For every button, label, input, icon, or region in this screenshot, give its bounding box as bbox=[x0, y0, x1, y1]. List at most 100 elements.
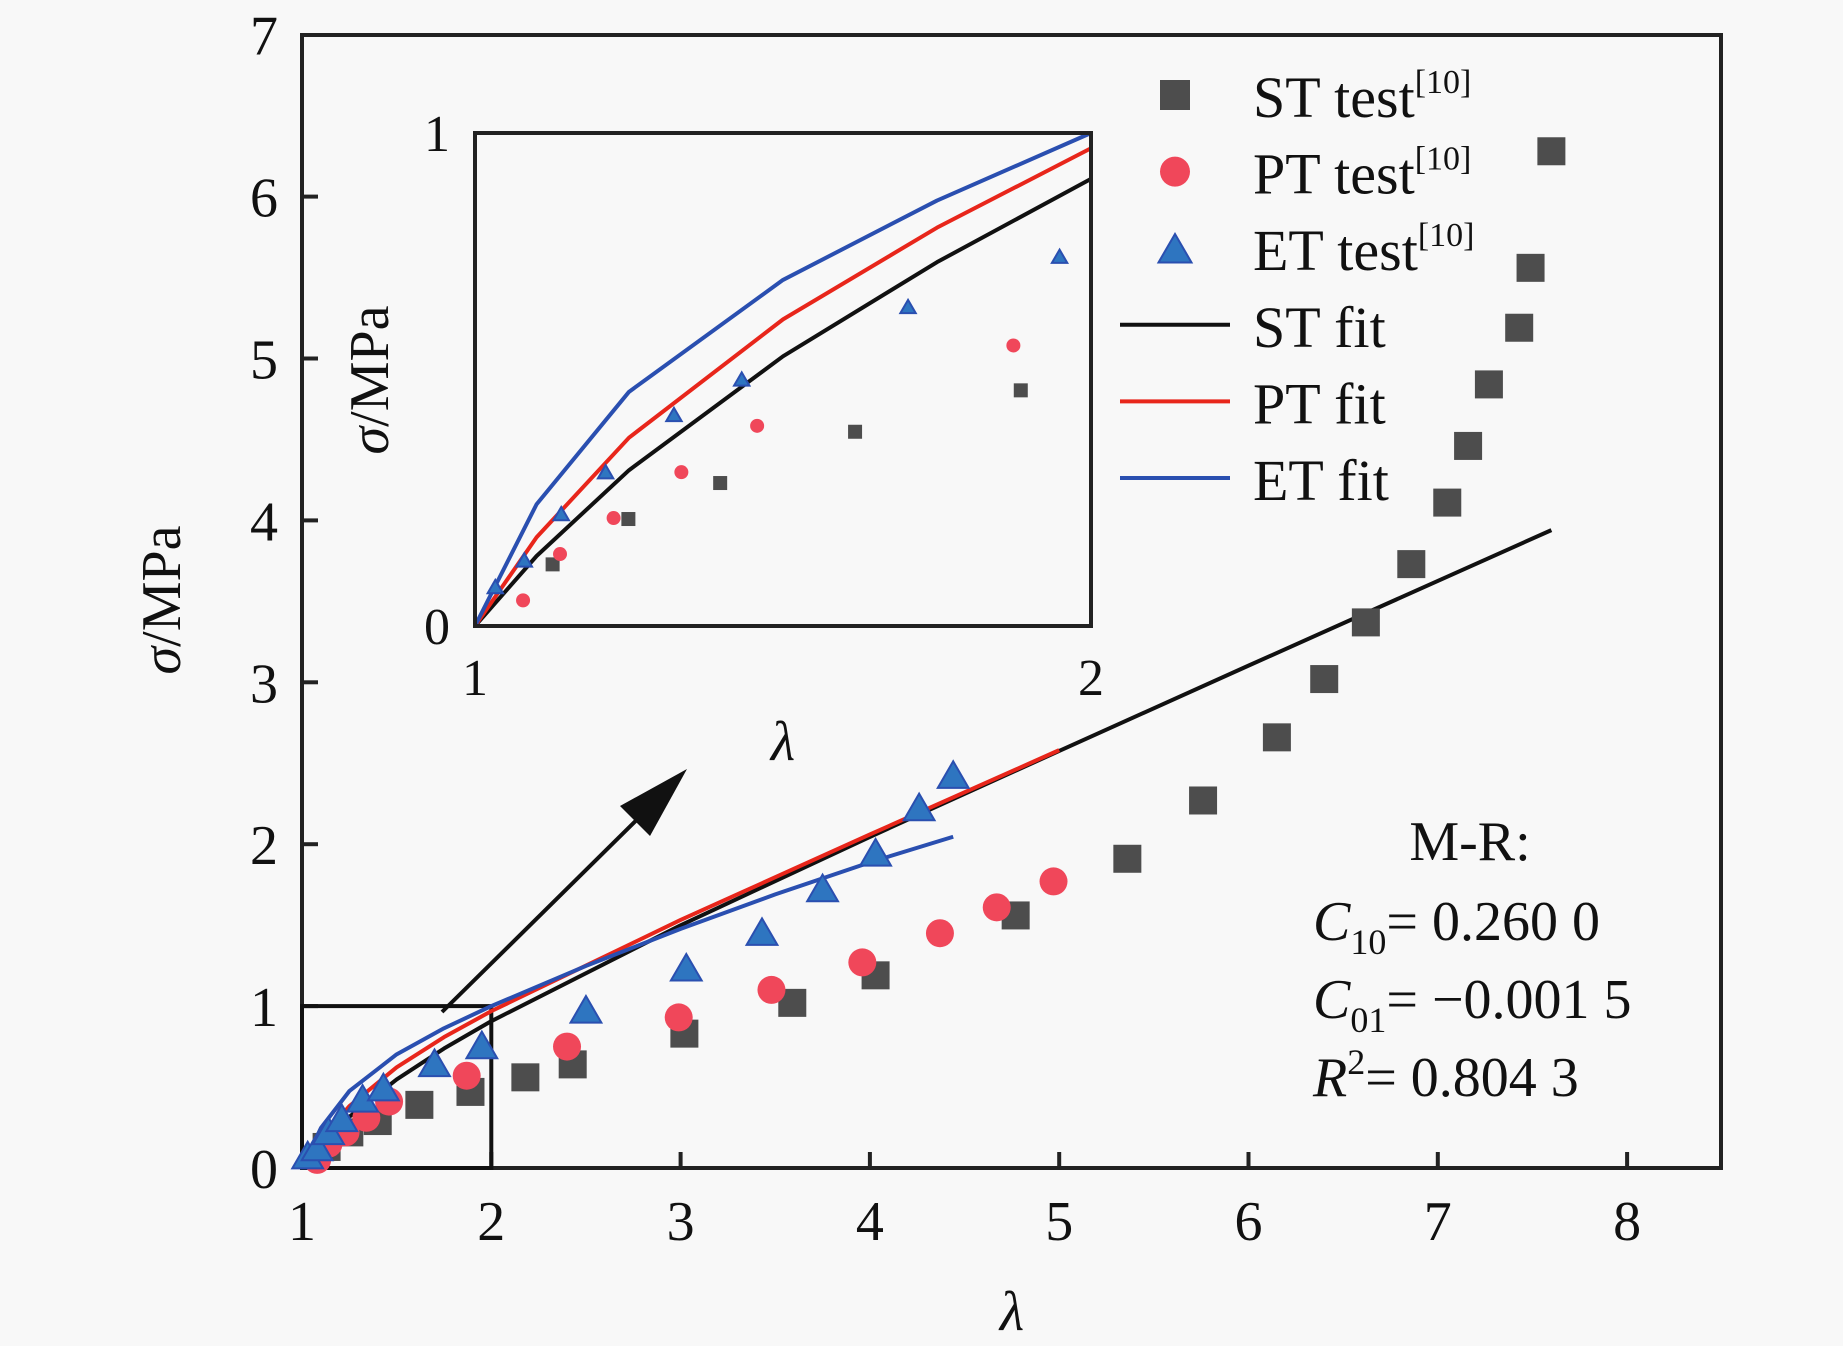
inset-fit-lines bbox=[473, 131, 1092, 628]
legend-item-pt-fit: PT fit bbox=[1120, 371, 1386, 436]
legend-et-test-label: ET test[10] bbox=[1253, 217, 1475, 283]
st-test-point bbox=[1454, 431, 1483, 460]
y-tick-label: 0 bbox=[250, 1139, 278, 1201]
pt-test-point bbox=[553, 1032, 582, 1061]
st-test-point bbox=[1310, 665, 1339, 694]
annotation-symbol: R bbox=[1312, 1047, 1347, 1109]
zoom-region-rect bbox=[300, 1004, 494, 1170]
annotation-model-name: M-R: bbox=[1409, 811, 1530, 873]
legend-item-pt-test: PT test[10] bbox=[1160, 141, 1471, 207]
legend-pt-fit-label: PT fit bbox=[1253, 371, 1386, 436]
legend-pt-test-marker bbox=[1160, 156, 1190, 187]
x-axis-label: λ bbox=[998, 1281, 1024, 1343]
zoom-region-box bbox=[300, 1004, 494, 1170]
inset-et-test-point bbox=[664, 405, 684, 423]
legend-et-test-marker bbox=[1156, 231, 1194, 264]
inset-et-test-point bbox=[596, 463, 616, 480]
zoom-arrow-head bbox=[620, 769, 687, 836]
et-test-point bbox=[901, 791, 937, 822]
inset-st-test-point bbox=[848, 424, 863, 439]
zoom-arrow-shaft bbox=[440, 790, 667, 1014]
inset-background bbox=[475, 133, 1091, 626]
inset-et-test-point bbox=[732, 370, 752, 387]
inset-x-axis-label: λ bbox=[769, 711, 795, 773]
legend-pt-test-label: PT test[10] bbox=[1253, 141, 1471, 207]
inset-et-test-point bbox=[898, 297, 918, 315]
pt-test-point bbox=[757, 975, 786, 1004]
inset-st-test-point bbox=[621, 512, 636, 527]
annotation-symbol: C bbox=[1313, 969, 1351, 1031]
inset-pt-test-point bbox=[750, 418, 765, 433]
inset-pt-test-point bbox=[1006, 338, 1021, 353]
inset-tick-labels: 1 201 bbox=[424, 106, 1104, 707]
legend-reference: [10] bbox=[1415, 141, 1472, 178]
inset-y-tick-label: 1 bbox=[424, 106, 450, 163]
main-axis-ticks bbox=[302, 194, 1630, 1168]
x-tick-label: 5 bbox=[1045, 1191, 1073, 1253]
st-test-point bbox=[1397, 550, 1426, 579]
legend-st-fit-label: ST fit bbox=[1253, 295, 1386, 360]
inset-x-tick-label: 1 bbox=[462, 650, 488, 707]
x-tick-label: 8 bbox=[1613, 1191, 1641, 1253]
legend-reference: [10] bbox=[1415, 64, 1472, 101]
et-test-point bbox=[464, 1029, 499, 1060]
inset-st-test-point bbox=[545, 557, 560, 572]
inset-y-axis-label: σ/MPa bbox=[339, 305, 401, 454]
x-tick-label: 2 bbox=[477, 1191, 505, 1253]
et-test-point bbox=[324, 1102, 359, 1133]
legend-item-st-test: ST test[10] bbox=[1160, 64, 1471, 130]
y-tick-label: 6 bbox=[250, 168, 278, 230]
legend: ST test[10] PT test[10] ET test[10] ST fit P… bbox=[1120, 64, 1475, 513]
y-tick-label: 4 bbox=[250, 491, 278, 553]
annotation-value: = −0.001 5 bbox=[1386, 969, 1631, 1031]
inset-st-test-point bbox=[713, 476, 728, 491]
st-test-point bbox=[405, 1090, 434, 1119]
inset-chart: 1 201 λ σ/MPa bbox=[339, 106, 1104, 773]
st-test-point bbox=[1505, 313, 1534, 342]
y-tick-label: 5 bbox=[250, 330, 278, 392]
annotation-subscript: 01 bbox=[1350, 1000, 1386, 1040]
annotation-line: C01= −0.001 5 bbox=[1313, 969, 1632, 1040]
legend-item-st-fit: ST fit bbox=[1120, 295, 1386, 360]
pt-test-point bbox=[1039, 867, 1068, 896]
inset-pt-test-point bbox=[674, 465, 689, 480]
et-test-point bbox=[366, 1071, 401, 1102]
et-fit-line bbox=[300, 834, 954, 1169]
y-tick-label: 2 bbox=[250, 815, 278, 877]
annotation-superscript: 2 bbox=[1347, 1042, 1365, 1082]
annotation-symbol: C bbox=[1313, 891, 1351, 953]
inset-st-test-point bbox=[1013, 383, 1028, 398]
plot-frame bbox=[300, 33, 1723, 1170]
y-tick-label: 1 bbox=[250, 977, 278, 1039]
inset-pt-test-point bbox=[553, 547, 568, 562]
st-test-point bbox=[1474, 370, 1503, 399]
legend-item-et-fit: ET fit bbox=[1120, 448, 1389, 513]
inset-x-tick-label: 2 bbox=[1078, 650, 1104, 707]
inset-y-tick-label: 0 bbox=[424, 599, 450, 656]
x-tick-label: 3 bbox=[667, 1191, 695, 1253]
inset-et-test-point bbox=[1050, 247, 1070, 264]
et-test-point bbox=[744, 916, 780, 946]
inset-y-axis-label-unit: /MPa bbox=[339, 305, 401, 426]
st-test-point bbox=[1516, 253, 1545, 282]
annotation-value: = 0.260 0 bbox=[1386, 891, 1600, 953]
inset-et-test-point bbox=[514, 551, 534, 568]
st-test-point bbox=[1351, 608, 1380, 637]
y-tick-label: 3 bbox=[250, 653, 278, 715]
annotation-line: C10= 0.260 0 bbox=[1313, 891, 1600, 962]
st-test-point bbox=[511, 1063, 540, 1092]
inset-y-axis-label-symbol: σ bbox=[339, 424, 401, 454]
y-axis-label: σ/MPa bbox=[131, 525, 193, 674]
y-axis-label-unit: /MPa bbox=[131, 525, 193, 646]
annotation-value: = 0.804 3 bbox=[1365, 1047, 1579, 1109]
annotation-subscript: 10 bbox=[1350, 922, 1386, 962]
et-test-point bbox=[568, 994, 604, 1024]
st-test-point bbox=[1189, 786, 1218, 815]
inset-pt-test-point bbox=[606, 511, 621, 526]
et-test-point bbox=[417, 1047, 452, 1078]
x-tick-label: 4 bbox=[856, 1191, 884, 1253]
et-test-point bbox=[300, 1131, 335, 1162]
